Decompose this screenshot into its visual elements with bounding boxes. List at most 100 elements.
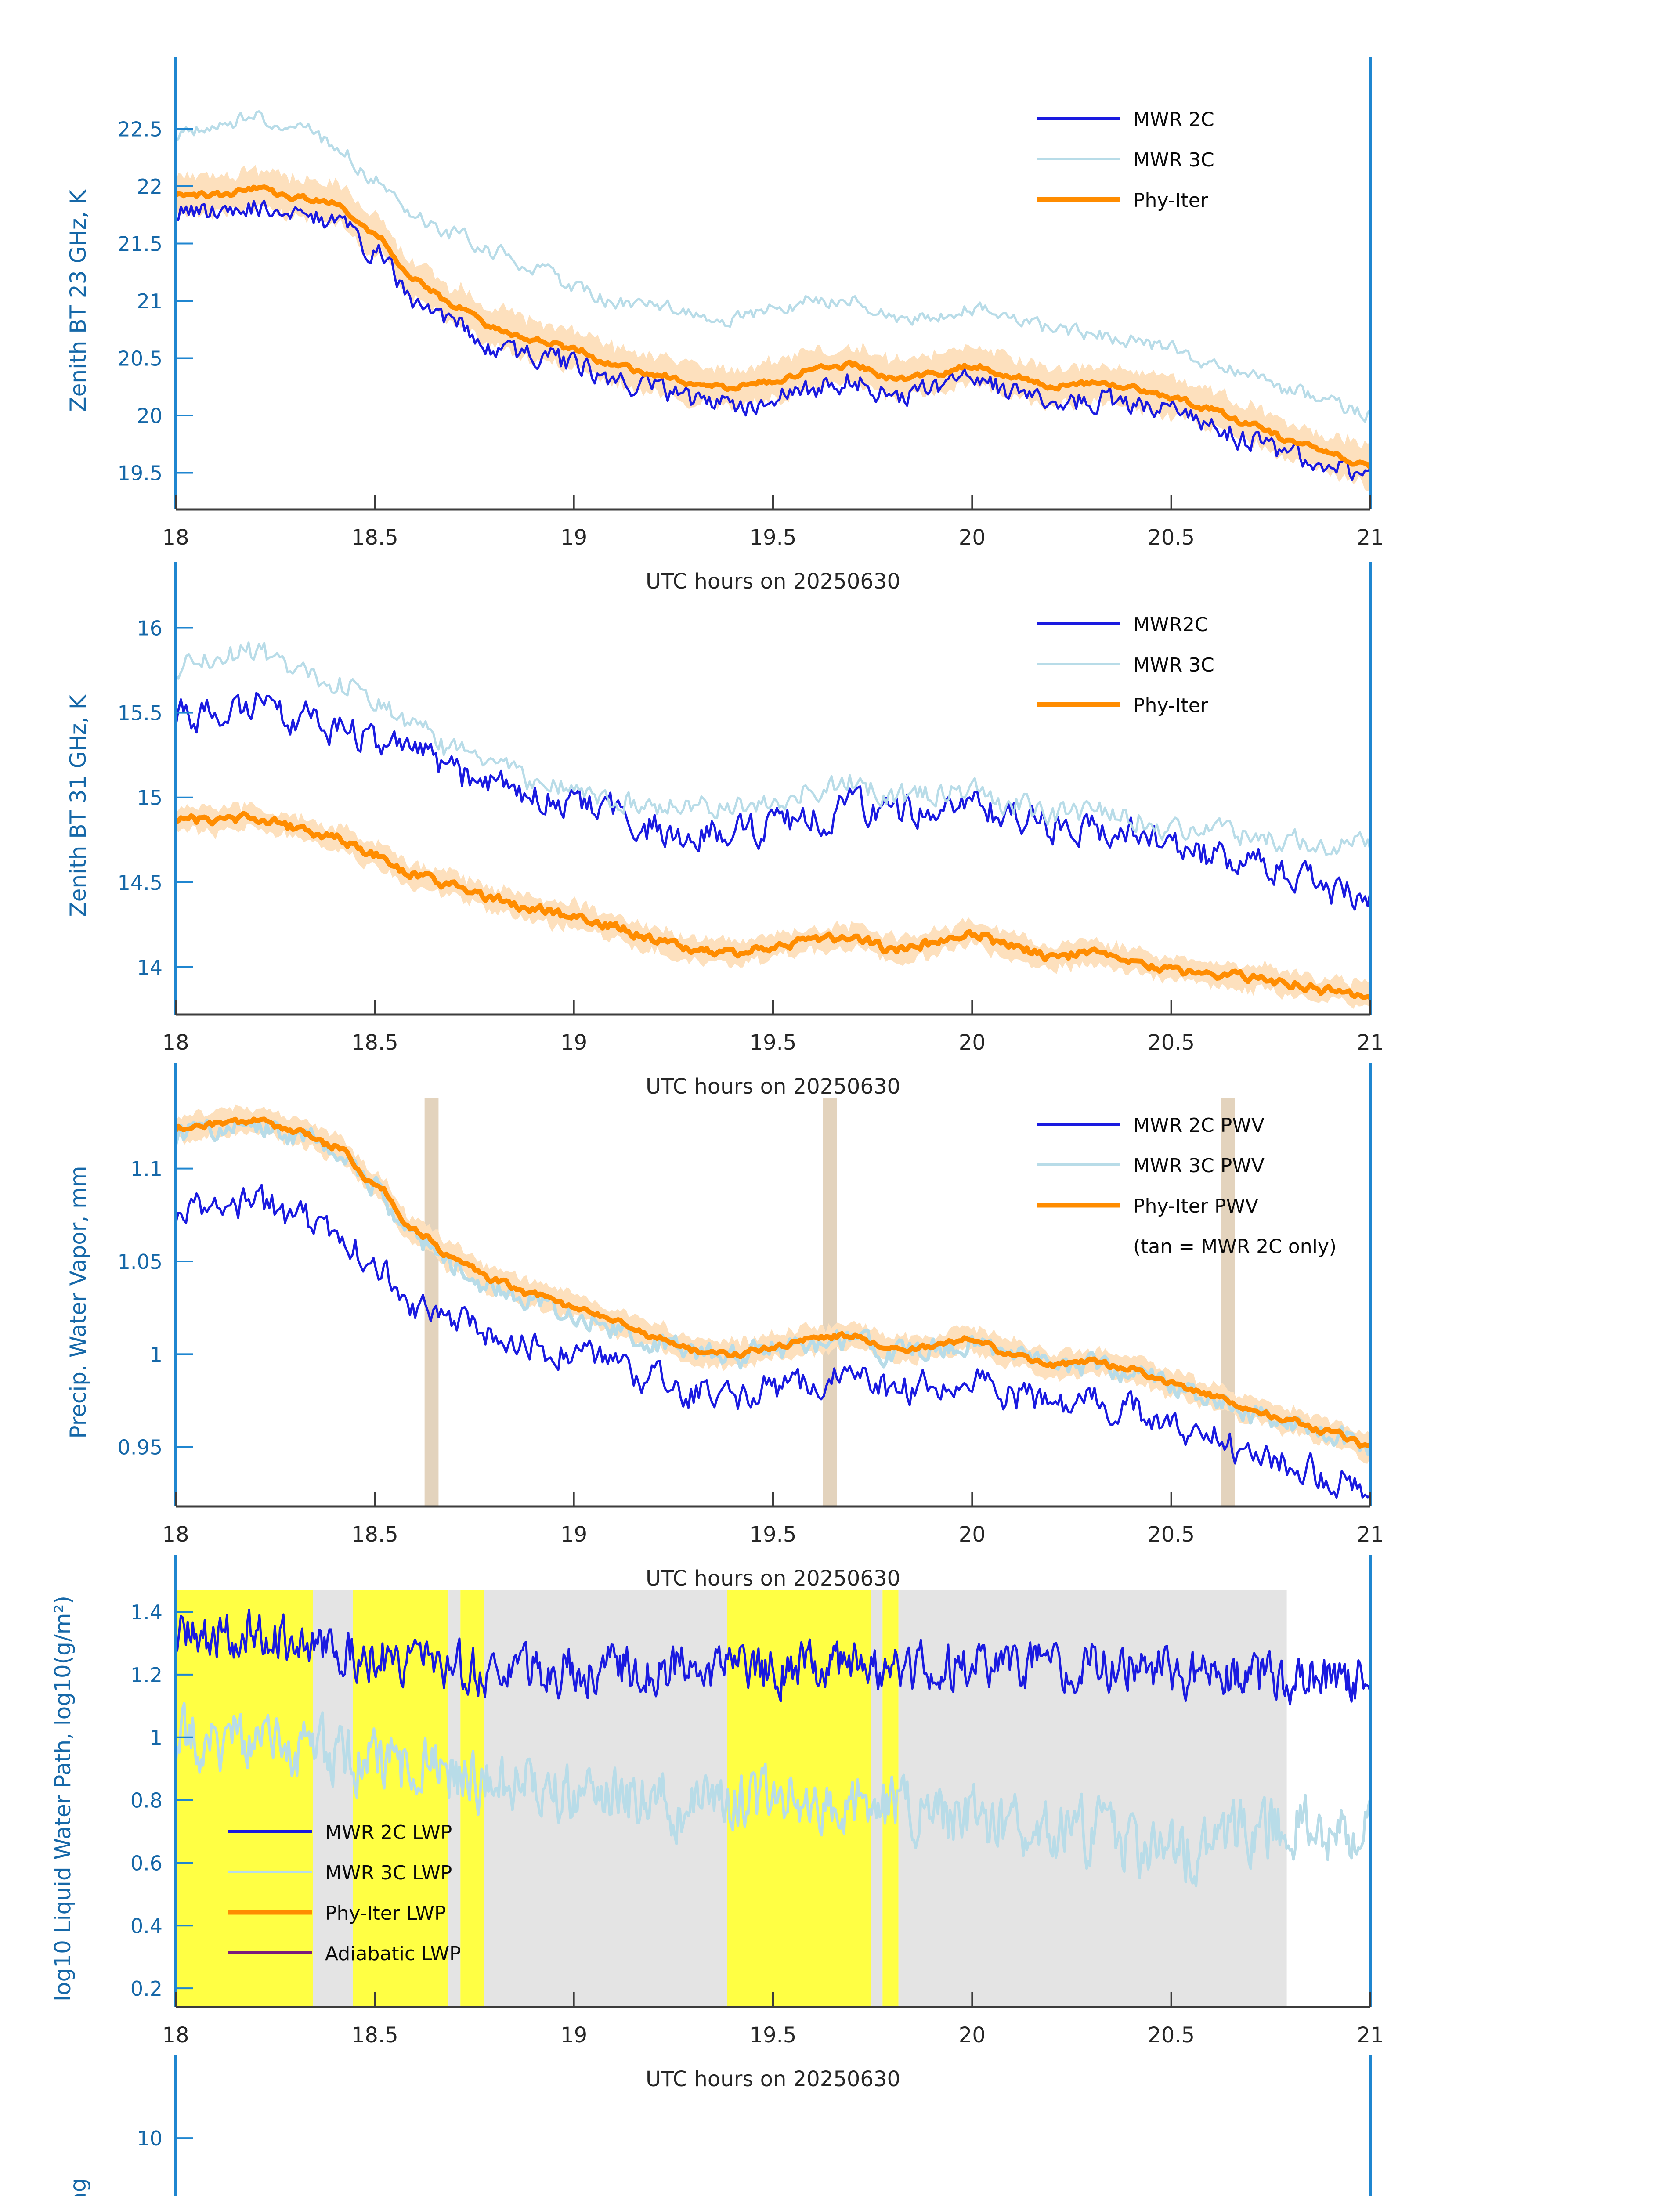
x-tick-label: 20	[959, 525, 986, 550]
legend-label-3: Adiabatic LWP	[325, 1943, 461, 1965]
x-axis-label: UTC hours on 20250630	[646, 1566, 900, 1591]
y-tick-label: 21	[137, 289, 163, 313]
y-tick-label: 19.5	[118, 461, 163, 485]
series-line	[176, 1702, 1370, 1888]
legend-label-1: MWR 3C	[1133, 149, 1214, 171]
series-line	[176, 1116, 1370, 1449]
panel-zenith-bt-23ghz: 19.5 20 20.5 21 21.5 22 22.5 18 18.5 19 19.5 20 20.5…	[0, 57, 1680, 594]
x-tick-label: 19	[560, 2023, 587, 2048]
legend-label-0: MWR 2C PWV	[1133, 1114, 1265, 1137]
series-group	[176, 641, 1370, 1009]
x-tick-label: 21	[1357, 1030, 1384, 1055]
panel4-svg: 0.2 0.4 0.6 0.8 1 1.2 1.4 18 18.5 19 19.5 20 20.5 21 U…	[50, 1555, 1384, 2091]
x-tick-label: 18	[162, 2023, 189, 2048]
shaded-regions	[424, 1098, 1235, 1506]
legend-label-0: MWR 2C	[1133, 108, 1214, 131]
legend-label-0: MWR2C	[1133, 614, 1208, 636]
x-axis-label: UTC hours on 20250630	[646, 1074, 900, 1099]
x-tick-label: 19	[560, 525, 587, 550]
x-tick-label: 19.5	[750, 1522, 797, 1547]
x-tick-label: 20	[959, 1030, 986, 1055]
x-tick-label: 19.5	[750, 2023, 797, 2048]
x-tick-label: 21	[1357, 2023, 1384, 2048]
y-axis-label: Zenith BT 31 GHz, K	[65, 694, 91, 917]
series-line	[176, 692, 1370, 911]
y-tick-label: 0.2	[130, 1977, 163, 2001]
legend-label-1: MWR 3C	[1133, 654, 1214, 676]
y-tick-label: 1.1	[130, 1157, 163, 1181]
x-tick-label: 18	[162, 525, 189, 550]
x-tick-label: 21	[1357, 525, 1384, 550]
uncertainty-band	[176, 165, 1370, 491]
legend-label-0: MWR 2C LWP	[325, 1821, 452, 1844]
y-tick-label: 1.05	[118, 1250, 163, 1274]
x-tick-label: 19.5	[750, 1030, 797, 1055]
axes: 0.2 0.4 0.6 0.8 1 1.2 1.4 18 18.5 19 19.5 20 20.5 21	[130, 1555, 1384, 2048]
x-tick-label: 19.5	[750, 525, 797, 550]
y-tick-label: 10	[137, 2127, 163, 2150]
legend-label-2: Phy-Iter	[1133, 189, 1209, 212]
y-tick-label: 0.4	[130, 1914, 163, 1938]
axes: 0.95 1 1.05 1.1 18 18.5 19 19.5 20 20.5 21	[118, 1063, 1384, 1547]
y-tick-label: 0.8	[130, 1789, 163, 1813]
panel3-svg: 0.95 1 1.05 1.1 18 18.5 19 19.5 20 20.5 21 UTC hour…	[65, 1063, 1384, 1591]
x-tick-label: 18.5	[351, 2023, 398, 2048]
legend-label-1: MWR 3C PWV	[1133, 1155, 1265, 1177]
y-tick-label: 1	[150, 1726, 163, 1750]
y-tick-label: 14.5	[118, 871, 163, 895]
x-tick-label: 20.5	[1148, 2023, 1195, 2048]
series-group	[176, 1104, 1370, 1499]
legend: MWR 2C MWR 3C Phy-Iter	[1037, 108, 1214, 212]
legend-label-2: Phy-Iter	[1133, 694, 1209, 717]
y-tick-label: 1.4	[130, 1600, 163, 1624]
y-tick-label: 1.2	[130, 1663, 163, 1687]
legend: MWR 2C LWP MWR 3C LWP Phy-Iter LWP Adiabati…	[228, 1821, 461, 1965]
y-axis-label: Zenith BT 23 GHz, K	[65, 189, 91, 412]
panel1-svg: 19.5 20 20.5 21 21.5 22 22.5 18 18.5 19 19.5 20 20.5…	[65, 57, 1384, 594]
y-tick-label: 22	[137, 175, 163, 199]
uncertainty-band	[176, 802, 1370, 1009]
series-line	[176, 199, 1370, 481]
panel2-svg: 14 14.5 15 15.5 16 18 18.5 19 19.5 20 20.5 21 UTC ho…	[65, 562, 1384, 1099]
x-axis-label: UTC hours on 20250630	[646, 2067, 900, 2091]
series-line	[176, 184, 1370, 470]
x-tick-label: 21	[1357, 1522, 1384, 1547]
panel-zenith-bt-31ghz: 14 14.5 15 15.5 16 18 18.5 19 19.5 20 20.5 21 UTC ho…	[0, 562, 1680, 1099]
axes: 19.5 20 20.5 21 21.5 22 22.5 18 18.5 19 19.5 20 20.5…	[118, 57, 1384, 550]
y-tick-label: 0.6	[130, 1851, 163, 1875]
axes: 14 14.5 15 15.5 16 18 18.5 19 19.5 20 20.5 21	[118, 562, 1384, 1055]
vspan-0	[176, 1590, 313, 2007]
x-tick-label: 18.5	[351, 1522, 398, 1547]
series-line	[176, 1184, 1370, 1499]
series-line	[176, 110, 1370, 423]
x-tick-label: 18.5	[351, 1030, 398, 1055]
x-axis-label: UTC hours on 20250630	[646, 569, 900, 594]
y-tick-label: 20	[137, 404, 163, 428]
y-axis-label: Precip. Water Vapor, mm	[65, 1166, 91, 1438]
x-tick-label: 20.5	[1148, 1030, 1195, 1055]
y-tick-label: 14	[137, 956, 163, 979]
y-tick-label: 20.5	[118, 347, 163, 370]
x-tick-label: 20.5	[1148, 525, 1195, 550]
y-tick-label: 16	[137, 617, 163, 640]
y-tick-label: 1	[150, 1343, 163, 1366]
legend-label-3: (tan = MWR 2C only)	[1133, 1235, 1337, 1258]
vspan-1	[823, 1098, 837, 1506]
series-line	[176, 1608, 1370, 1706]
x-tick-label: 20	[959, 1522, 986, 1547]
x-tick-label: 18.5	[351, 525, 398, 550]
y-tick-label: 22.5	[118, 118, 163, 141]
x-tick-label: 18	[162, 1030, 189, 1055]
legend: MWR2C MWR 3C Phy-Iter	[1037, 614, 1214, 717]
vspan-3	[448, 1590, 461, 2007]
x-tick-label: 19	[560, 1030, 587, 1055]
y-tick-label: 8	[150, 2195, 163, 2196]
uncertainty-band	[176, 1104, 1370, 1464]
vspan-7	[871, 1590, 883, 2007]
x-tick-label: 18	[162, 1522, 189, 1547]
y-tick-label: 15	[137, 786, 163, 810]
y-axis-label: MWR Phy Iter DQ Flag	[65, 2178, 91, 2196]
